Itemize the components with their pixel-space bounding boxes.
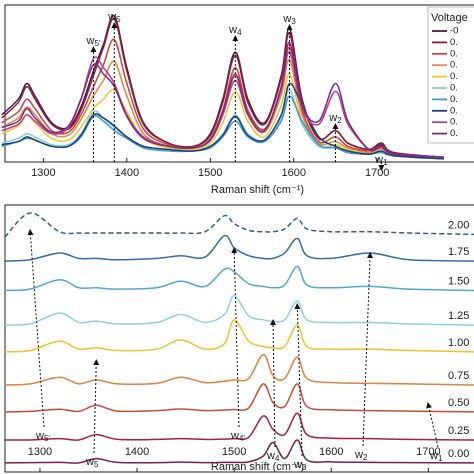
x-tick-label: 1400 xyxy=(125,446,149,458)
peak-label-main: w xyxy=(107,11,116,23)
legend-title: Voltage xyxy=(431,12,468,24)
peak-label-sub: 5 xyxy=(116,15,121,24)
peak-label: w3 xyxy=(282,13,296,26)
peak-arrow xyxy=(93,359,100,454)
peak-label: w4 xyxy=(228,24,242,37)
peak-label: w2 xyxy=(354,449,368,462)
peak-label-sub: 3 xyxy=(291,17,296,26)
plot-frame xyxy=(4,204,474,473)
peak-label-sub: 3 xyxy=(302,463,307,472)
x-tick-label: 1300 xyxy=(31,167,55,179)
peak-label: w4 xyxy=(266,450,280,463)
peak-label: w2 xyxy=(328,112,342,125)
trace-label: 1.75 xyxy=(448,246,469,258)
peak-arrow xyxy=(27,229,45,428)
spectrum-line xyxy=(4,353,474,386)
peak-label-sub: 5 xyxy=(94,460,99,469)
peak-label-sub: 1 xyxy=(383,158,388,167)
spectrum-line xyxy=(1,38,445,159)
trace-label: 0.00 xyxy=(448,448,469,460)
trace-label: 2.00 xyxy=(448,219,469,231)
peak-label-main: w xyxy=(85,35,94,47)
trace-label: 1.00 xyxy=(448,337,469,349)
legend-label: 0. xyxy=(450,83,458,94)
x-axis-label: Raman shift (cm⁻¹) xyxy=(211,461,304,473)
peak-label-sub: 4' xyxy=(239,434,245,443)
peak-label-main: w xyxy=(85,456,94,468)
peak-label-sub: 2 xyxy=(363,453,368,462)
legend-label: 0. xyxy=(450,105,458,116)
trace-label: 0.75 xyxy=(448,370,469,382)
legend-label: 0. xyxy=(450,117,458,128)
peak-label-sub: 5' xyxy=(94,39,100,48)
spectrum-line xyxy=(1,82,445,160)
x-tick-label: 1700 xyxy=(416,446,440,458)
spectrum-line xyxy=(4,319,474,353)
peak-label: w5 xyxy=(107,11,121,24)
peak-label-sub: 2 xyxy=(337,116,342,125)
spectrum-line xyxy=(4,265,474,292)
series-group xyxy=(4,212,474,464)
legend-label: 0. xyxy=(450,128,458,139)
x-tick-label: 1500 xyxy=(222,446,246,458)
peak-arrow xyxy=(362,252,373,447)
spectrum-line xyxy=(4,295,474,326)
peak-arrow xyxy=(426,402,439,448)
x-tick-label: 1600 xyxy=(319,446,343,458)
peak-label-main: w xyxy=(228,24,237,36)
legend-label: 0. xyxy=(450,48,458,59)
peak-label-main: w xyxy=(230,430,239,442)
x-tick-label: 1500 xyxy=(198,167,222,179)
peak-label-sub: 5' xyxy=(44,434,50,443)
legend-box xyxy=(427,6,474,144)
x-axis-label: Raman shift (cm⁻¹) xyxy=(211,184,304,196)
peak-label-main: w xyxy=(282,13,291,25)
spectrum-line xyxy=(4,412,474,441)
peak-label: w1 xyxy=(429,450,443,463)
peak-label-main: w xyxy=(35,430,44,442)
peak-label-sub: 1 xyxy=(438,454,443,463)
peak-arrow xyxy=(270,319,277,448)
legend-label: 0. xyxy=(450,71,458,82)
peak-label: w3 xyxy=(293,459,307,472)
trace-label: 0.50 xyxy=(448,397,469,409)
plot-frame xyxy=(4,4,474,163)
peak-label-main: w xyxy=(293,459,302,471)
peak-label: w4' xyxy=(230,430,245,443)
legend-label: 0. xyxy=(450,60,458,71)
series-group xyxy=(1,14,445,160)
trace-label: 0.25 xyxy=(448,425,469,437)
x-tick-label: 1300 xyxy=(28,446,52,458)
peak-label: w5' xyxy=(85,35,100,48)
spectrum-line xyxy=(1,41,445,159)
legend-label: 0. xyxy=(450,94,458,105)
peak-label-sub: 4 xyxy=(237,28,242,37)
x-tick-label: 1400 xyxy=(115,167,139,179)
spectrum-line xyxy=(4,439,474,464)
x-tick-label: 1700 xyxy=(365,167,389,179)
peak-label-main: w xyxy=(354,449,363,461)
trace-label: 1.25 xyxy=(448,310,469,322)
peak-label: w1 xyxy=(374,154,388,167)
spectrum-line xyxy=(4,383,474,413)
legend-label: -0 xyxy=(450,26,458,37)
peak-arrow xyxy=(231,247,240,428)
peak-label: w5' xyxy=(35,430,50,443)
legend-label: 0. xyxy=(450,37,458,48)
peak-label-main: w xyxy=(374,154,383,166)
peak-label-sub: 4 xyxy=(275,454,280,463)
peak-label-main: w xyxy=(266,450,275,462)
peak-label-main: w xyxy=(429,450,438,462)
peak-label: w5 xyxy=(85,456,99,469)
peak-label-main: w xyxy=(328,112,337,124)
spectrum-line xyxy=(4,234,474,262)
x-tick-label: 1600 xyxy=(282,167,306,179)
spectrum-line xyxy=(1,73,445,160)
trace-label: 1.50 xyxy=(448,275,469,287)
spectrum-line xyxy=(4,212,474,238)
peak-arrow xyxy=(294,303,303,457)
